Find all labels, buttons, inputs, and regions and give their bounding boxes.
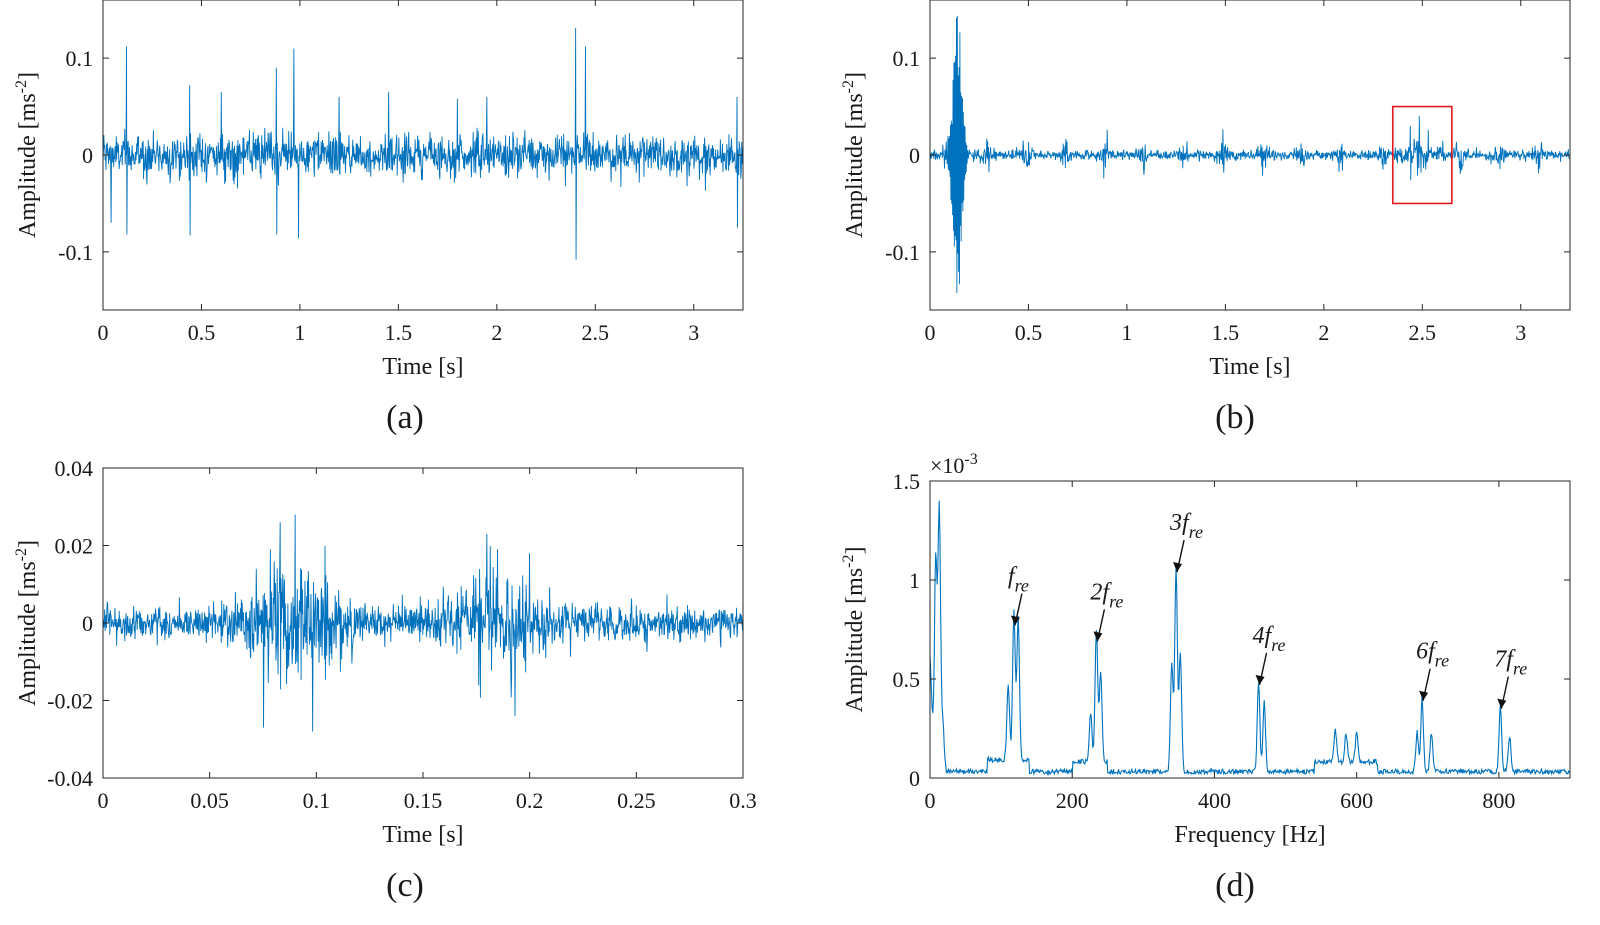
x-tick-label: 2.5 [582,320,610,345]
signal-group [930,15,1570,294]
peak-annotation: fre [1008,564,1029,626]
x-axis-label: Frequency [Hz] [1174,822,1325,848]
y-axis-label: Amplitude [ms-2] [840,547,868,713]
x-tick-label: 3 [1515,320,1526,345]
x-tick-label: 200 [1056,788,1089,813]
x-tick-label: 1 [294,320,305,345]
peak-annotation: 2fre [1090,579,1123,642]
signal-group [103,28,743,260]
signal-trace [103,28,743,260]
peak-label: 2fre [1090,579,1123,611]
chart-panel-3: 0 0.05 0.1 0.15 0.2 0.25 0.3 -0.04 -0.02 0 0.02 0.0… [13,456,757,904]
y-tick-label: 0.5 [893,667,921,692]
x-axis-label: Time [s] [1209,354,1290,380]
x-tick-label: 0.15 [404,788,443,813]
x-tick-label: 600 [1340,788,1373,813]
y-tick-label: 1.5 [893,469,921,494]
peak-label: 3fre [1169,510,1203,542]
y-tick-label: 0.1 [893,46,921,71]
x-tick-label: 400 [1198,788,1231,813]
x-tick-label: 2.5 [1409,320,1437,345]
axes-box [929,480,1571,779]
x-tick-label: 0 [98,320,109,345]
y-axis-label: Amplitude [ms-2] [840,72,868,238]
y-tick-label: 0 [909,766,920,791]
x-tick-label: 0.25 [617,788,656,813]
y-tick-label: -0.02 [47,689,93,714]
x-tick-label: 0.3 [729,788,757,813]
signal-trace [103,514,743,732]
scale-note: ×10-3 [930,451,978,478]
y-tick-label: 0 [909,143,920,168]
y-tick-label: 0.1 [66,46,94,71]
y-tick-label: 0 [82,611,93,636]
x-tick-label: 3 [688,320,699,345]
panel-label: (a) [386,399,424,436]
chart-panel-1: 0 0.5 1 1.5 2 2.5 3 -0.1 0 0.1 Time [s] Amplitude [… [13,0,744,436]
y-tick-label: -0.04 [47,766,93,791]
y-tick-label: 0.04 [55,456,94,481]
x-tick-label: 0 [925,320,936,345]
x-axis-label: Time [s] [382,822,463,848]
y-tick-label: -0.1 [885,240,920,265]
x-tick-label: 0.5 [1015,320,1043,345]
peak-label: 4fre [1253,623,1286,655]
signal-trace [930,15,1570,294]
x-tick-label: 0.5 [188,320,216,345]
x-tick-label: 1.5 [1212,320,1240,345]
x-tick-label: 0 [925,788,936,813]
peak-annotation: 7fre [1494,647,1527,709]
x-tick-label: 800 [1482,788,1515,813]
highlight-box [1391,105,1453,205]
peak-annotation: 3fre [1169,510,1203,573]
x-tick-label: 0 [98,788,109,813]
y-axis-label: Amplitude [ms-2] [13,72,41,238]
x-tick-label: 1.5 [385,320,413,345]
x-tick-label: 1 [1121,320,1132,345]
peak-label: fre [1008,564,1029,596]
x-tick-label: 0.2 [516,788,544,813]
x-tick-label: 0.05 [190,788,229,813]
x-tick-label: 2 [1318,320,1329,345]
peak-label: 7fre [1494,647,1527,679]
chart-panel-2: 0 0.5 1 1.5 2 2.5 3 -0.1 0 0.1 Time [s] Amplitude [… [840,0,1571,436]
chart-panel-4: 0 200 400 600 800 0 0.5 1 1.5 Frequency [Hz] Ampli… [840,451,1571,904]
peak-annotation: 4fre [1253,623,1286,686]
spectrum-trace [930,500,1570,776]
panel-label: (b) [1215,399,1255,436]
y-tick-label: -0.1 [58,240,93,265]
signal-group [930,500,1570,776]
x-axis-label: Time [s] [382,354,463,380]
peak-label: 6fre [1416,639,1449,671]
panel-label: (c) [386,867,424,904]
y-tick-label: 0 [82,143,93,168]
y-axis-label: Amplitude [ms-2] [13,540,41,706]
x-tick-label: 0.1 [303,788,331,813]
x-tick-label: 2 [491,320,502,345]
y-tick-label: 1 [909,568,920,593]
panel-label: (d) [1215,867,1255,904]
signal-group [103,514,743,732]
y-tick-label: 0.02 [55,534,94,559]
peak-annotation: 6fre [1416,639,1449,701]
